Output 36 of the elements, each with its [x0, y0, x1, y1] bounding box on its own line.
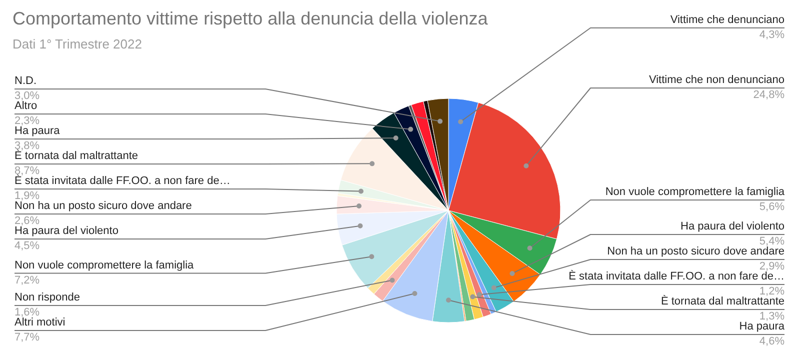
data-label: 1,2%	[759, 286, 785, 298]
text: Dati 1° Trimestre 2022	[12, 36, 142, 52]
data-label: 4,6%	[759, 336, 785, 348]
data-label: 4,5%	[14, 240, 40, 252]
slice-label: Non risponde	[14, 291, 80, 304]
data-label: 2,6%	[14, 215, 40, 228]
data-label: 1,9%	[14, 190, 40, 202]
slice-label: È tornata dal maltrattante	[660, 294, 784, 308]
slice-label: È tornata dal maltrattante	[14, 149, 138, 162]
slice-label: Ha paura	[14, 125, 61, 138]
data-label: 1,3%	[759, 310, 785, 322]
slice-label: N.D.	[14, 75, 36, 88]
data-label: 5,4%	[759, 236, 785, 248]
slice-label: Non vuole compromettere la famiglia	[14, 259, 195, 272]
slice-label: Altri motivi	[14, 316, 66, 328]
data-label: 24,8%	[753, 89, 785, 101]
data-label: 2,9%	[759, 260, 785, 272]
slice-label: È stata invitata dalle FF.OO. a non fare de…	[568, 270, 785, 282]
data-label: 2,3%	[14, 115, 40, 128]
slice-label: Vittime che denunciano	[670, 14, 785, 26]
slice-label: È stata invitata dalle FF.OO. a non fare de…	[14, 174, 230, 188]
slice-label: Vittime che non denunciano	[648, 74, 784, 86]
data-label: 7,2%	[14, 274, 40, 286]
data-label: 3,0%	[14, 90, 40, 102]
slice-label: Ha paura del violento	[14, 225, 118, 238]
data-label: 7,7%	[14, 331, 40, 344]
slice-label: Non ha un posto sicuro dove andare	[14, 200, 192, 212]
data-label: 5,6%	[759, 201, 785, 214]
slice-label: Ha paura del violento	[680, 220, 785, 232]
slice-label: Non ha un posto sicuro dove andare	[607, 246, 784, 258]
slice-label: Ha paura	[739, 320, 786, 332]
slice-label: Non vuole compromettere la famiglia	[605, 186, 786, 198]
slice-label: Altro	[14, 100, 38, 112]
chart-title: Comportamento vittime rispetto alla denuncia della violenza	[12, 8, 489, 28]
data-label: 1,6%	[14, 306, 40, 318]
data-label: 4,3%	[759, 28, 785, 41]
